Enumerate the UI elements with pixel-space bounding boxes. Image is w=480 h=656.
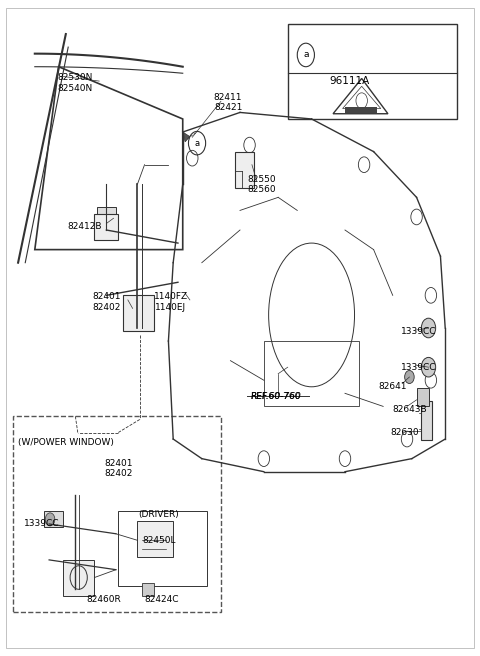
Text: 82412B: 82412B (68, 222, 102, 232)
Text: a: a (194, 138, 200, 148)
FancyBboxPatch shape (6, 8, 474, 648)
Text: 82460R: 82460R (86, 594, 121, 604)
FancyBboxPatch shape (235, 152, 254, 188)
Text: a: a (303, 51, 309, 60)
FancyBboxPatch shape (123, 295, 154, 331)
FancyBboxPatch shape (417, 388, 429, 406)
FancyBboxPatch shape (345, 106, 377, 113)
Text: 82643B: 82643B (392, 405, 427, 414)
Text: (DRIVER): (DRIVER) (139, 510, 179, 519)
FancyBboxPatch shape (97, 207, 116, 224)
FancyBboxPatch shape (421, 401, 432, 440)
Text: 82424C: 82424C (144, 594, 179, 604)
Text: 82550
82560: 82550 82560 (247, 174, 276, 194)
FancyBboxPatch shape (13, 416, 221, 612)
Text: 82401
82402: 82401 82402 (92, 292, 120, 312)
Polygon shape (183, 132, 190, 142)
Text: (W/POWER WINDOW): (W/POWER WINDOW) (18, 438, 114, 447)
Text: 82450L: 82450L (142, 536, 176, 544)
Text: 82630: 82630 (390, 428, 419, 437)
Circle shape (421, 358, 436, 377)
Circle shape (405, 371, 414, 384)
Text: REF.60-760: REF.60-760 (251, 392, 301, 401)
FancyBboxPatch shape (142, 583, 154, 596)
Text: 82411
82421: 82411 82421 (214, 93, 242, 112)
FancyBboxPatch shape (137, 521, 173, 557)
Text: 1339CC: 1339CC (401, 327, 437, 336)
FancyBboxPatch shape (288, 24, 457, 119)
Text: 1140FZ
1140EJ: 1140FZ 1140EJ (154, 292, 188, 312)
Text: 1339CC: 1339CC (24, 520, 60, 529)
FancyBboxPatch shape (95, 214, 118, 240)
Text: 96111A: 96111A (330, 76, 370, 86)
Circle shape (421, 318, 436, 338)
Text: 82401
82402: 82401 82402 (104, 459, 132, 478)
Text: 82641: 82641 (378, 382, 407, 391)
FancyBboxPatch shape (44, 511, 63, 527)
Text: REF.60-760: REF.60-760 (251, 392, 301, 401)
Text: 1339CC: 1339CC (401, 363, 437, 372)
Circle shape (45, 513, 55, 526)
FancyBboxPatch shape (63, 560, 95, 596)
Text: 82530N
82540N: 82530N 82540N (58, 73, 93, 92)
